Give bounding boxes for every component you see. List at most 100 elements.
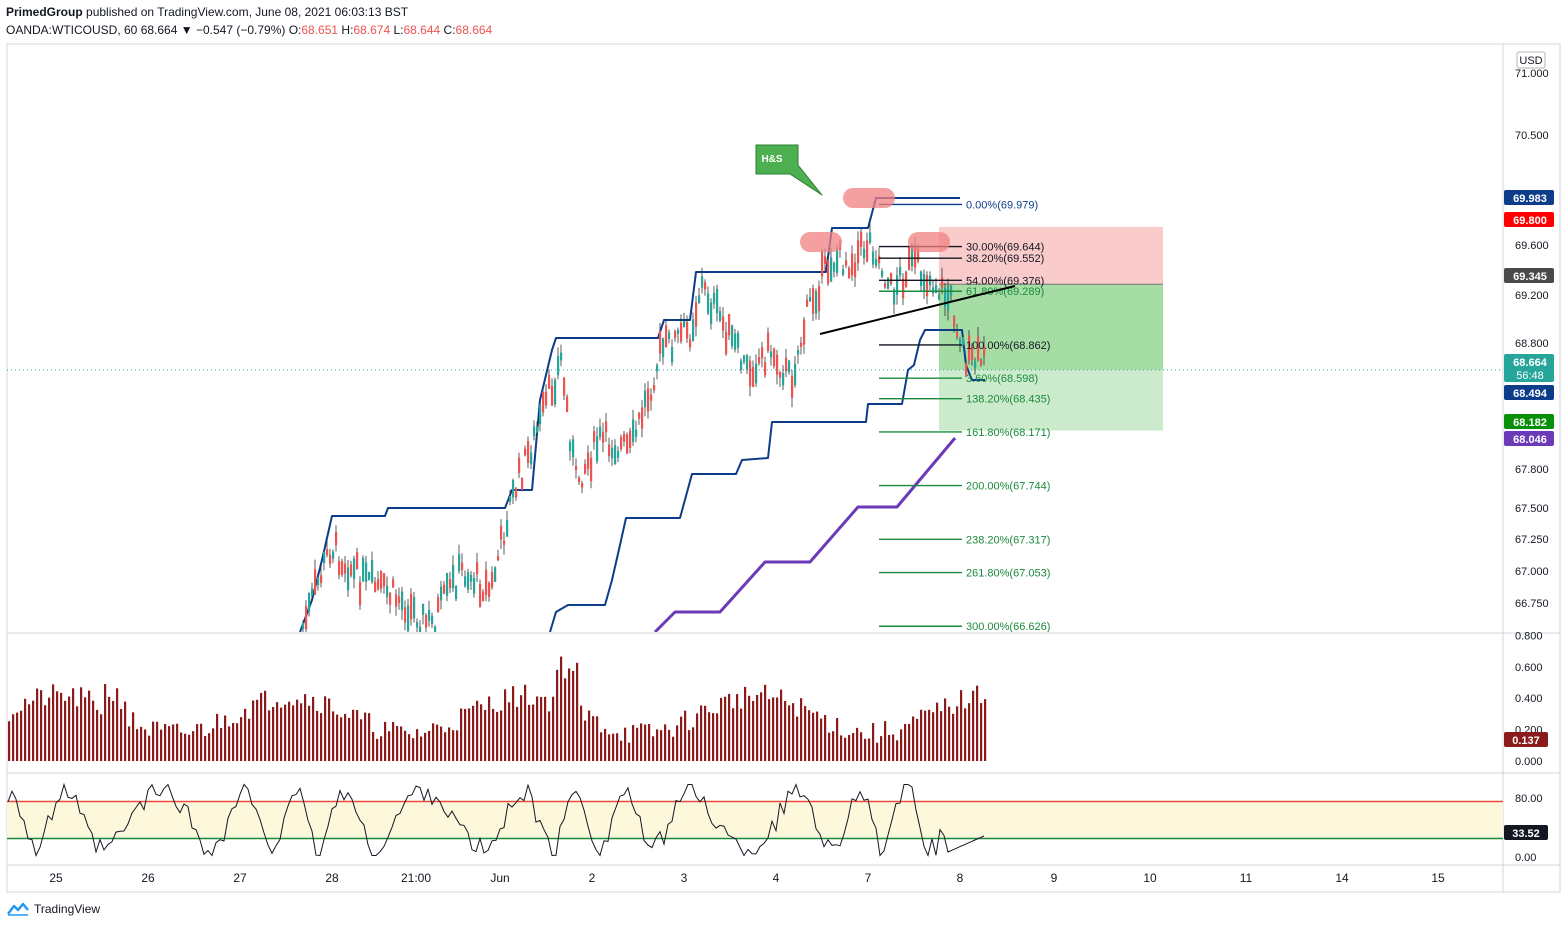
- candle-body: [695, 302, 698, 327]
- volume-bar: [848, 735, 851, 761]
- volume-bar: [788, 705, 791, 761]
- volume-bar: [148, 735, 151, 761]
- candle-body: [326, 549, 329, 556]
- volume-bar: [72, 688, 75, 761]
- volume-bar: [772, 697, 775, 761]
- candle-body: [935, 285, 938, 293]
- candle-body: [830, 257, 833, 282]
- volume-bar: [336, 714, 339, 761]
- price-change: ▼ −0.547 (−0.79%): [180, 23, 286, 37]
- candle-body: [356, 552, 359, 569]
- candle-body: [557, 355, 560, 376]
- volume-bar: [60, 692, 63, 761]
- candle-body: [971, 346, 974, 360]
- candle-body: [497, 556, 500, 561]
- volume-bar: [916, 718, 919, 761]
- chart-border: [6, 43, 1561, 893]
- candle-body: [440, 586, 443, 601]
- candle-body: [371, 559, 374, 583]
- price-badge-value: 69.983: [1513, 193, 1547, 205]
- volume-bar: [8, 721, 11, 761]
- volume-bar: [652, 736, 655, 761]
- volume-bar: [444, 732, 447, 761]
- volume-bar: [744, 686, 747, 761]
- volume-bar: [612, 733, 615, 761]
- volume-bar: [816, 711, 819, 761]
- candle-body: [647, 388, 650, 412]
- volume-bar: [516, 706, 519, 761]
- price-badge-countdown: 56:48: [1516, 370, 1544, 382]
- volume-bar: [736, 694, 739, 761]
- oscillator-tick: 0.00: [1515, 852, 1536, 864]
- candle-body: [434, 626, 437, 632]
- candle-body: [641, 407, 644, 429]
- head-highlight: [843, 188, 895, 208]
- candle-body: [845, 260, 848, 266]
- volume-bar: [132, 712, 135, 761]
- volume-bar: [584, 720, 587, 761]
- volume-bar: [604, 728, 607, 761]
- time-axis[interactable]: 25 26 27 28 21:00 Jun 2 3 4 7 8 9 10 11 14 15: [49, 871, 1445, 885]
- oscillator-badge-value: 33.52: [1512, 828, 1540, 840]
- fib-level-label: 238.20%(67.317): [966, 534, 1050, 546]
- candle-body: [737, 332, 740, 348]
- volume-bar: [232, 722, 235, 761]
- time-label: 9: [1051, 871, 1058, 885]
- candle-body: [893, 289, 896, 305]
- fib-level-label: 38.20%(69.552): [966, 253, 1044, 265]
- volume-bar: [300, 703, 303, 761]
- volume-bar: [728, 693, 731, 761]
- volume-bar: [136, 729, 139, 761]
- volume-bar: [420, 736, 423, 761]
- volume-bar: [888, 734, 891, 761]
- candle-body: [524, 448, 527, 456]
- candle-body: [731, 325, 734, 347]
- volume-bar: [588, 710, 591, 761]
- candle-body: [701, 276, 704, 288]
- time-label: 4: [773, 871, 780, 885]
- volume-bar: [812, 712, 815, 761]
- volume-bar: [348, 717, 351, 761]
- candle-body: [431, 616, 434, 624]
- volume-bar: [320, 713, 323, 761]
- volume-bar: [280, 707, 283, 761]
- volume-bar: [800, 698, 803, 761]
- drawings[interactable]: H&S: [755, 144, 1016, 335]
- candle-body: [752, 367, 755, 387]
- volume-bar: [496, 711, 499, 761]
- price-tick: 67.800: [1515, 464, 1549, 476]
- volume-bar: [40, 690, 43, 761]
- fib-level-label: 54.00%(69.376): [966, 275, 1044, 287]
- position-zone[interactable]: [7, 226, 1503, 431]
- volume-bar: [400, 726, 403, 761]
- volume-bar: [264, 690, 267, 761]
- volume-bar: [32, 700, 35, 761]
- candle-body: [773, 348, 776, 367]
- candle-body: [707, 293, 710, 314]
- volume-bar: [332, 711, 335, 761]
- volume-bar: [968, 703, 971, 761]
- volume-bar: [248, 718, 251, 761]
- volume-bar: [432, 723, 435, 761]
- volume-bar: [692, 727, 695, 761]
- volume-bar: [116, 688, 119, 761]
- oscillator-band: [7, 801, 1503, 839]
- oscillator-line: [7, 782, 985, 858]
- volume-bar: [932, 712, 935, 761]
- candle-body: [791, 375, 794, 398]
- candle-body: [461, 562, 464, 570]
- footer-brand[interactable]: TradingView: [34, 902, 101, 916]
- volume-bar: [580, 705, 583, 761]
- candle-body: [611, 447, 614, 459]
- fib-extension[interactable]: 0.00%(69.979) 30.00%(69.644)38.20%(69.552…: [879, 199, 1050, 633]
- candle-body: [704, 282, 707, 290]
- volume-bar: [900, 729, 903, 761]
- volume-bar: [768, 699, 771, 761]
- publisher-name[interactable]: PrimedGroup: [6, 5, 83, 19]
- symbol-label[interactable]: OANDA:WTICOUSD, 60: [6, 23, 138, 37]
- candle-body: [467, 572, 470, 590]
- candle-body: [836, 249, 839, 273]
- price-axis[interactable]: 71.000 70.500 69.600 69.200 68.800 67.800 67.5…: [1515, 51, 1549, 610]
- low-value: 68.644: [403, 23, 441, 37]
